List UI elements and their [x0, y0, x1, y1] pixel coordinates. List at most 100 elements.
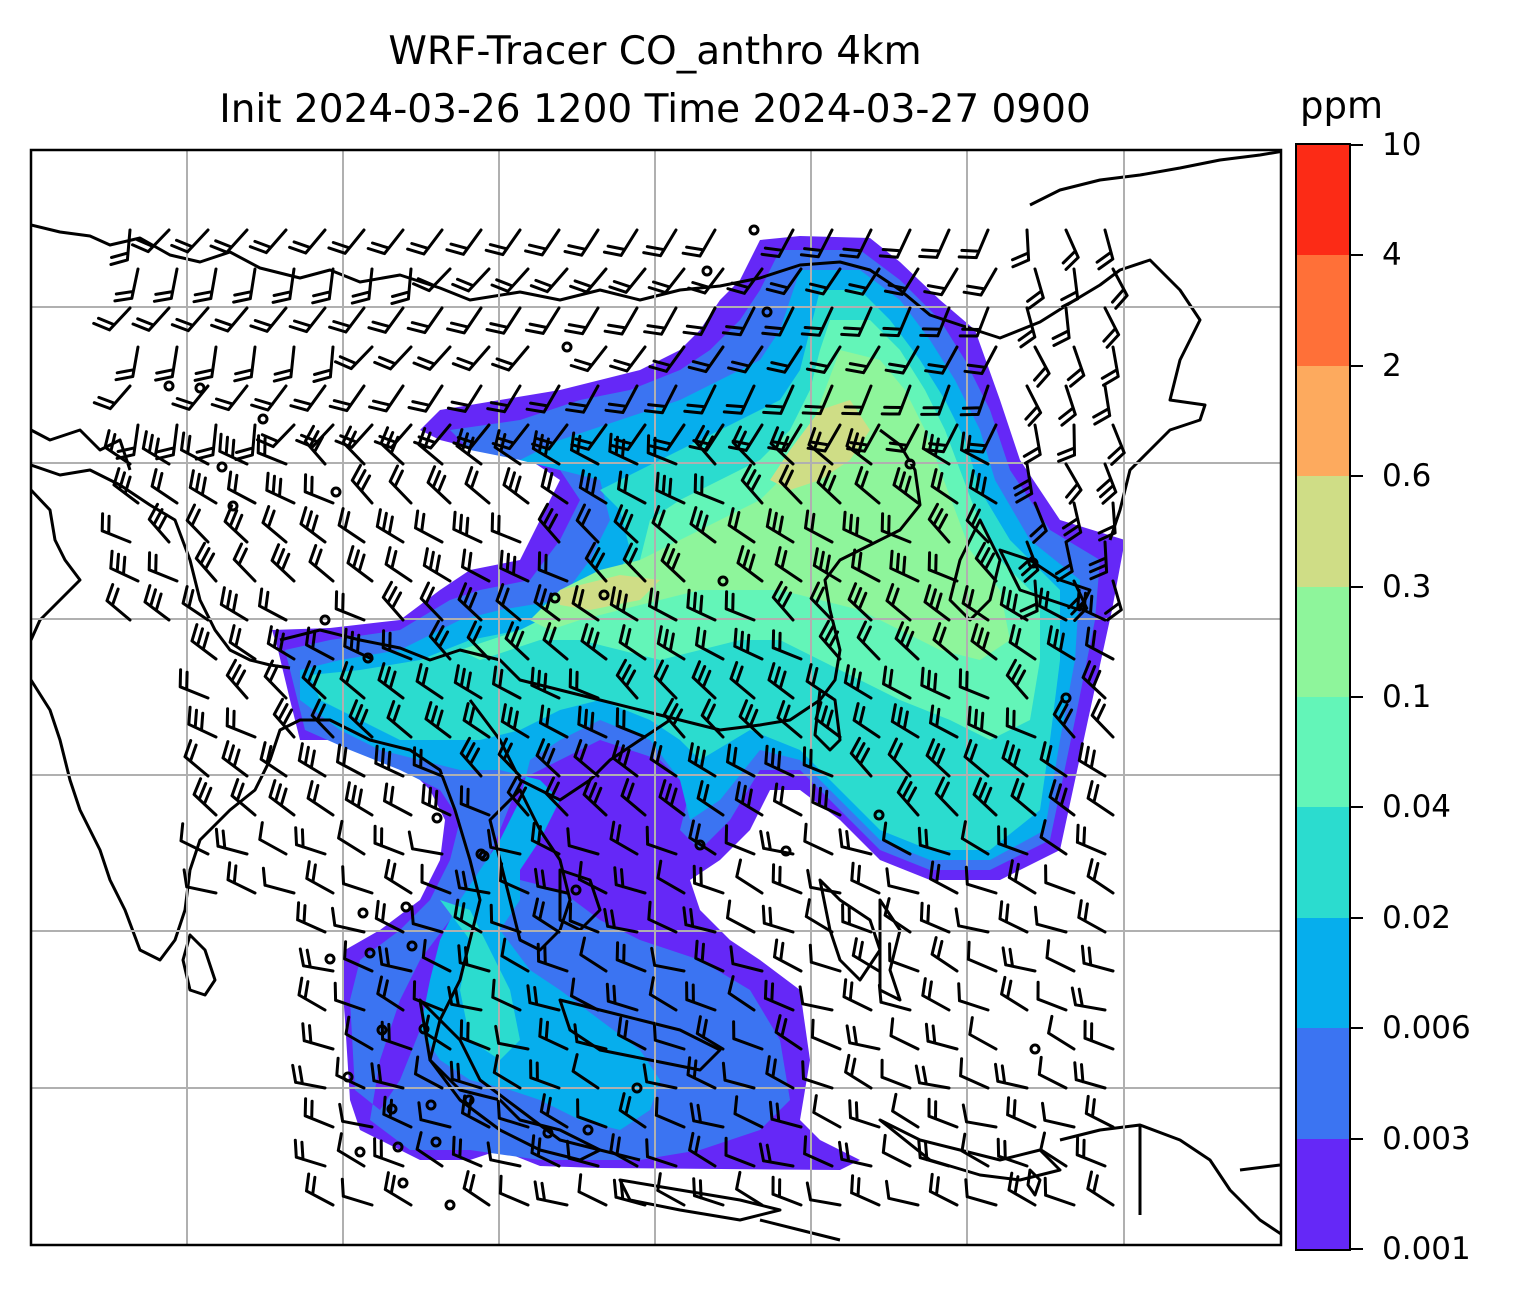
- wind-barb: [851, 548, 881, 583]
- wind-barb: [103, 429, 132, 466]
- wind-barb: [529, 1059, 561, 1090]
- wind-barb: [250, 384, 288, 412]
- wind-barb: [1077, 899, 1107, 934]
- wind-barb: [615, 658, 639, 700]
- wind-barb: [577, 1173, 608, 1207]
- wind-barb: [643, 306, 678, 336]
- wind-barb: [338, 1102, 374, 1129]
- calm-wind-marker: [582, 1124, 594, 1136]
- wind-barb: [301, 1022, 335, 1051]
- wind-barb: [227, 470, 257, 505]
- wind-barb: [774, 546, 803, 583]
- wind-barb: [570, 431, 600, 466]
- wind-barb: [738, 699, 764, 739]
- wind-barb: [692, 864, 725, 895]
- calm-wind-marker: [780, 845, 792, 857]
- wind-barb: [642, 228, 678, 258]
- wind-barb: [303, 1097, 335, 1129]
- wind-barb: [735, 858, 764, 895]
- wind-barb: [288, 228, 327, 255]
- wind-barb: [188, 469, 218, 505]
- wind-barb: [960, 820, 990, 856]
- wind-barb: [961, 1103, 998, 1129]
- wind-barb: [1033, 345, 1051, 388]
- wind-barb: [615, 707, 647, 739]
- wind-barb: [485, 306, 522, 335]
- wind-barb: [461, 548, 491, 583]
- wind-barb: [1000, 975, 1029, 1012]
- wind-barb: [192, 267, 218, 304]
- wind-barb: [214, 827, 249, 856]
- wind-barb: [306, 780, 335, 817]
- calm-wind-marker: [392, 1141, 404, 1153]
- wind-barb: [765, 508, 795, 544]
- calm-wind-marker: [227, 500, 239, 512]
- wind-barb: [494, 1024, 530, 1051]
- wind-barb: [368, 384, 405, 413]
- wind-barb: [683, 384, 717, 415]
- wind-barb: [1052, 697, 1076, 739]
- wind-barb: [367, 306, 405, 334]
- colorbar-tick: [1351, 806, 1363, 809]
- wind-barb: [412, 746, 444, 778]
- colorbar: [1295, 143, 1351, 1251]
- wind-barb: [648, 976, 678, 1012]
- wind-barb: [564, 306, 600, 336]
- wind-barb: [854, 466, 881, 505]
- wind-barb: [963, 345, 998, 375]
- wind-barb: [1038, 587, 1068, 622]
- wind-barb: [571, 585, 600, 622]
- colorbar-tick-label: 0.3: [1382, 568, 1432, 605]
- wind-barb: [379, 426, 405, 466]
- wind-barb: [961, 585, 990, 622]
- wind-barb: [178, 668, 210, 700]
- wind-barb: [386, 700, 413, 739]
- wind-barb: [210, 306, 249, 333]
- wind-barb: [417, 427, 444, 466]
- wind-barb: [958, 668, 990, 700]
- wind-barb: [887, 737, 912, 778]
- wind-barb: [542, 622, 569, 661]
- wind-barb: [882, 821, 912, 856]
- wind-barb: [1022, 423, 1042, 465]
- wind-barb: [415, 1131, 444, 1168]
- wind-barb: [328, 306, 366, 334]
- wind-barb: [388, 464, 413, 505]
- wind-barb: [109, 549, 140, 583]
- wind-barb: [459, 1019, 491, 1051]
- calm-wind-marker: [362, 652, 374, 664]
- wind-barb: [927, 1097, 959, 1129]
- wind-barb: [1057, 423, 1076, 463]
- wind-barb: [811, 783, 842, 817]
- wind-barb: [192, 777, 218, 817]
- wind-barb: [334, 590, 366, 622]
- wind-barb: [765, 1055, 795, 1090]
- wind-barb: [502, 467, 530, 505]
- wind-barb: [643, 384, 678, 415]
- wind-barb: [491, 978, 522, 1012]
- wind-barb: [170, 306, 210, 333]
- wind-barb: [888, 942, 920, 973]
- wind-barb: [960, 431, 990, 466]
- wind-barb: [1046, 625, 1076, 661]
- wind-barb: [994, 1062, 1029, 1090]
- wind-barb: [889, 549, 920, 583]
- colorbar-segment: [1297, 807, 1349, 918]
- wind-barb: [291, 1063, 327, 1090]
- wind-barb: [272, 697, 296, 739]
- colorbar-segment: [1297, 1138, 1349, 1249]
- wind-barb: [771, 1175, 803, 1207]
- wind-barb: [337, 819, 366, 856]
- wind-barb: [605, 982, 639, 1012]
- wind-barb: [885, 1179, 920, 1207]
- wind-barb: [726, 899, 756, 934]
- calm-wind-marker: [463, 1094, 475, 1106]
- wind-barb: [499, 549, 530, 583]
- wind-barb: [921, 430, 951, 466]
- wind-barb: [1086, 780, 1115, 817]
- wind-barb: [170, 228, 210, 254]
- wind-barb: [299, 506, 327, 544]
- calm-wind-marker: [478, 850, 490, 862]
- wind-barb: [571, 1053, 600, 1090]
- wind-barb: [968, 469, 998, 505]
